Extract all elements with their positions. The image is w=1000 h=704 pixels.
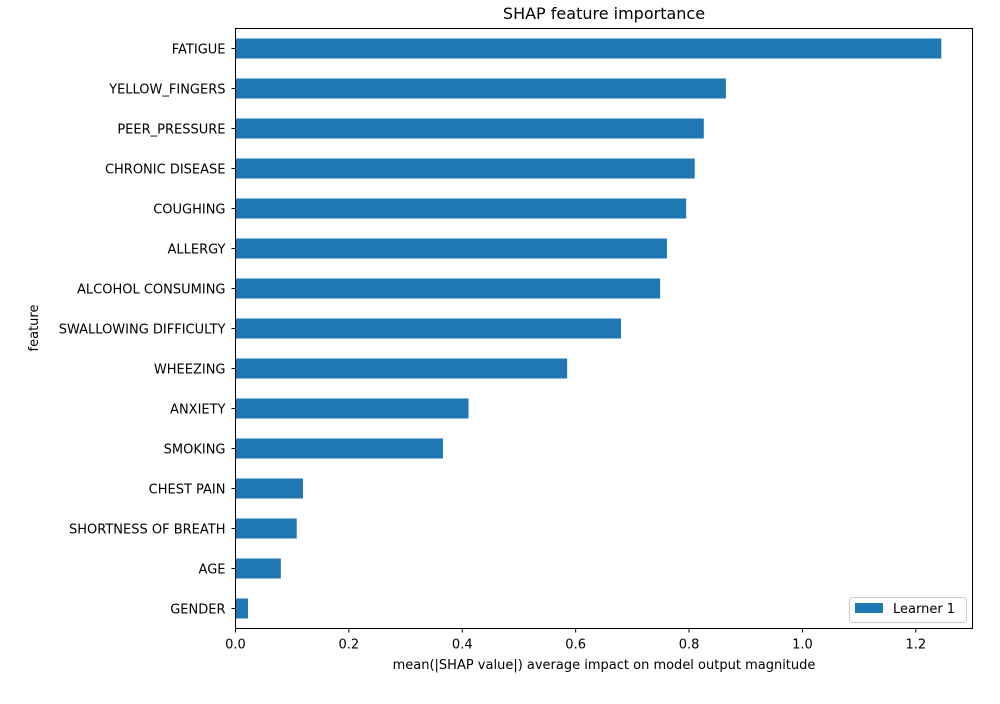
y-tick-label: ANXIETY (170, 403, 226, 418)
bar-peer-pressure (235, 118, 704, 139)
y-tick-label: ALCOHOL CONSUMING (77, 283, 225, 298)
x-tick-label: 0.0 (225, 638, 246, 653)
x-axis-label: mean(|SHAP value|) average impact on mod… (393, 658, 816, 673)
y-tick-label: SWALLOWING DIFFICULTY (59, 323, 226, 338)
y-tick-label: SMOKING (164, 443, 226, 458)
y-axis-label: feature (27, 305, 42, 352)
bar-swallowing-difficulty (235, 318, 622, 339)
bar-allergy (235, 238, 667, 259)
legend-swatch (855, 603, 883, 613)
bar-gender (235, 598, 248, 619)
x-tick-label: 0.2 (339, 638, 360, 653)
bar-smoking (235, 438, 443, 459)
x-tick-label: 0.4 (452, 638, 473, 653)
legend: Learner 1 (849, 597, 967, 623)
x-tick-label: 1.0 (792, 638, 813, 653)
bar-coughing (235, 198, 687, 219)
chart-title: SHAP feature importance (503, 4, 705, 23)
y-tick-label: CHRONIC DISEASE (105, 163, 226, 178)
y-tick-label: ALLERGY (168, 243, 226, 258)
x-tick-label: 1.2 (905, 638, 926, 653)
bar-anxiety (235, 398, 469, 419)
plot-frame (235, 28, 973, 629)
legend-label: Learner 1 (893, 602, 955, 617)
y-tick-label: YELLOW_FINGERS (108, 83, 225, 98)
bar-age (235, 558, 281, 579)
y-tick-label: PEER_PRESSURE (117, 123, 225, 138)
x-tick-label: 0.6 (565, 638, 586, 653)
bar-yellow-fingers (235, 78, 726, 99)
y-tick-label: AGE (199, 563, 226, 578)
y-tick-label: GENDER (170, 603, 225, 618)
bar-shortness-of-breath (235, 518, 297, 539)
y-tick-labels: FATIGUE YELLOW_FINGERS PEER_PRESSURE CHRON… (59, 43, 236, 618)
y-tick-label: CHEST PAIN (149, 483, 226, 498)
y-tick-label: SHORTNESS OF BREATH (69, 523, 225, 538)
bars-layer (235, 38, 942, 619)
y-tick-label: COUGHING (153, 203, 225, 218)
bar-alcohol-consuming (235, 278, 661, 299)
y-tick-label: FATIGUE (172, 43, 226, 58)
bar-fatigue (235, 38, 942, 59)
y-tick-label: WHEEZING (154, 363, 226, 378)
bar-wheezing (235, 358, 568, 379)
bar-chronic-disease (235, 158, 695, 179)
bar-chest-pain (235, 478, 303, 499)
x-tick-label: 0.8 (679, 638, 700, 653)
x-ticks: 0.0 0.2 0.4 0.6 0.8 1.0 1.2 (225, 628, 926, 653)
